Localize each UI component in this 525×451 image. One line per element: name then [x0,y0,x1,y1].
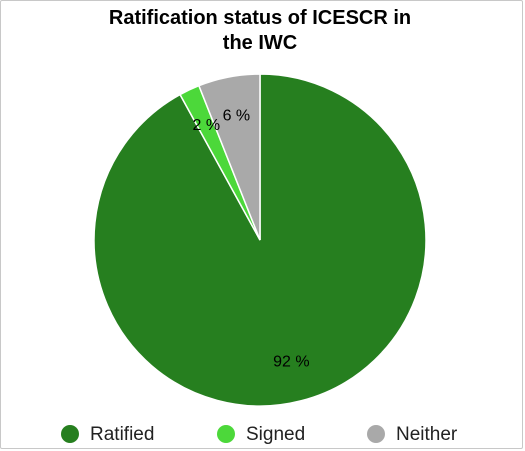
legend-marker [61,425,79,443]
legend-label: Neither [396,424,458,445]
legend-marker [367,425,385,443]
legend-label: Ratified [90,424,154,445]
pie-slice [197,73,261,241]
slice-label: 2 % [192,117,220,134]
slice-label: 6 % [223,107,251,124]
chart-title: Ratification status of ICESCR in the IWC [108,7,412,54]
legend-marker [217,425,235,443]
slice-label: 92 % [273,353,309,370]
legend-label: Signed [246,424,305,445]
